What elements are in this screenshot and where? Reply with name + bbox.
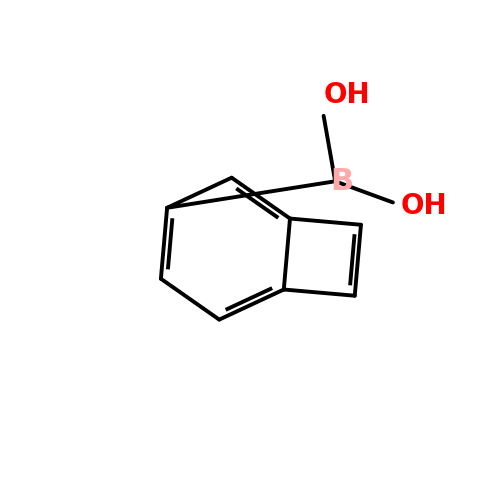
Text: OH: OH (400, 192, 447, 220)
Text: B: B (330, 167, 353, 196)
Text: OH: OH (324, 80, 370, 108)
